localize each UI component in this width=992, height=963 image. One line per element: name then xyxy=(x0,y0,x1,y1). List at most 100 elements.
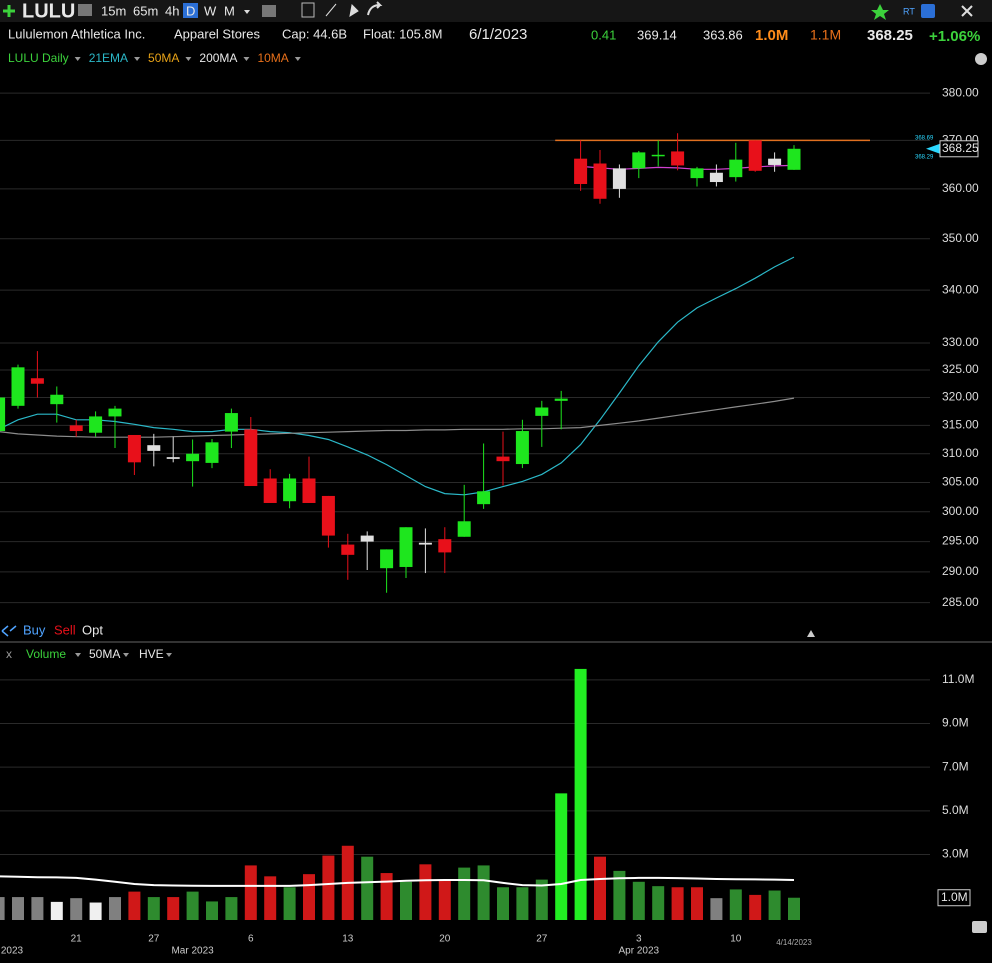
timeframe[interactable]: W xyxy=(204,3,217,18)
y-tick-label: 360.00 xyxy=(942,181,979,195)
buy-button[interactable]: Buy xyxy=(23,622,46,637)
dropdown-icon[interactable] xyxy=(185,57,192,61)
candle-body xyxy=(89,416,103,433)
icon[interactable] xyxy=(921,4,935,18)
dropdown-icon[interactable] xyxy=(294,57,301,61)
float: Float: 105.8M xyxy=(363,26,443,41)
dropdown-icon[interactable] xyxy=(75,653,81,657)
dropdown-icon[interactable] xyxy=(123,653,129,657)
dropdown-icon[interactable] xyxy=(166,653,172,657)
candle-body xyxy=(360,535,374,542)
volume-indicator[interactable]: HVE xyxy=(139,647,164,661)
candle-body xyxy=(341,544,355,555)
timeframe[interactable]: 4h xyxy=(165,3,179,18)
y-tick-label: 11.0M xyxy=(942,672,974,686)
star-icon[interactable] xyxy=(871,4,889,20)
legend-entry[interactable]: 10MA xyxy=(257,51,288,65)
volume-bar xyxy=(555,793,568,920)
collapse-icon[interactable] xyxy=(807,630,815,637)
volume-bar xyxy=(31,897,44,920)
candle-body xyxy=(768,158,782,165)
candle-body xyxy=(108,408,122,417)
rt-label[interactable]: RT xyxy=(903,6,915,16)
volume-bar xyxy=(594,856,606,920)
candle-body xyxy=(321,495,335,536)
y-tick-label: 285.00 xyxy=(942,595,979,609)
active-timeframe xyxy=(183,3,198,18)
indicator-line xyxy=(580,164,795,170)
volume-ma-line xyxy=(0,875,795,887)
volume-bar xyxy=(89,902,102,920)
volume-bar xyxy=(691,887,703,920)
icon[interactable] xyxy=(972,921,987,933)
change-pct: +1.06% xyxy=(929,28,980,45)
last-price-box xyxy=(939,140,979,158)
x-tick-label: 20 xyxy=(439,934,451,945)
icon[interactable] xyxy=(301,2,315,18)
volume-ma-name[interactable]: 50MA xyxy=(89,647,120,661)
timeframe[interactable]: D xyxy=(186,3,195,18)
sell-button[interactable]: Sell xyxy=(54,622,76,637)
volume-bar xyxy=(109,897,121,920)
close-icon[interactable] xyxy=(961,5,973,17)
icon[interactable] xyxy=(262,5,276,17)
candle-body xyxy=(50,394,64,405)
volume-bar xyxy=(225,897,238,920)
candle-body xyxy=(651,154,665,157)
y-tick-label: 350.00 xyxy=(942,231,979,245)
candle-body xyxy=(302,478,316,503)
add-icon[interactable] xyxy=(3,5,15,17)
icon[interactable] xyxy=(78,4,92,16)
icon[interactable] xyxy=(367,1,383,16)
volume-bar xyxy=(788,897,800,920)
volume-bar xyxy=(147,897,160,920)
dropdown-icon[interactable] xyxy=(74,57,81,61)
icon[interactable] xyxy=(325,3,359,18)
volume-bar xyxy=(632,881,645,920)
company-name: Lululemon Athletica Inc. xyxy=(8,26,145,41)
candle-body xyxy=(690,168,704,179)
volume-bar xyxy=(380,873,393,920)
candle-body xyxy=(729,159,743,178)
y-tick-label: 300.00 xyxy=(942,504,979,518)
last-price: 368.25 xyxy=(867,27,913,44)
symbol[interactable]: LULU xyxy=(22,0,75,22)
volume-bar xyxy=(458,867,471,920)
cap: Cap: 44.6B xyxy=(282,26,347,41)
candle-body xyxy=(418,542,432,545)
legend-entry[interactable]: 50MA xyxy=(148,51,179,65)
volume-bar xyxy=(768,890,781,920)
dropdown-icon[interactable] xyxy=(244,10,250,14)
timeframe[interactable]: M xyxy=(224,3,235,18)
timeframe[interactable]: 15m xyxy=(101,3,126,18)
volume-bar xyxy=(206,901,218,920)
x-month-label: 2023 xyxy=(1,946,24,957)
dropdown-icon[interactable] xyxy=(243,57,250,61)
y-tick-label: 315.00 xyxy=(942,418,979,432)
volume-bar xyxy=(438,880,451,920)
y-tick-label: 325.00 xyxy=(942,362,979,376)
close-pane[interactable]: x xyxy=(6,647,12,661)
candle-body xyxy=(166,457,180,459)
legend-entry[interactable]: 200MA xyxy=(199,51,237,65)
volume-bar xyxy=(322,855,335,920)
last-volume-label: 1.0M xyxy=(941,890,968,904)
trade-icon[interactable] xyxy=(1,625,17,637)
volume-bar xyxy=(50,901,63,920)
legend-entry[interactable]: 21EMA xyxy=(89,51,128,65)
palette-icon[interactable] xyxy=(975,53,987,65)
volume-bar xyxy=(186,891,199,920)
dropdown-icon[interactable] xyxy=(134,57,141,61)
candle-body xyxy=(283,478,297,502)
legend-entry[interactable]: LULU Daily xyxy=(8,51,69,65)
candle-body xyxy=(127,434,141,463)
candle-body xyxy=(205,442,219,463)
timeframe[interactable]: 65m xyxy=(133,3,158,18)
high: 369.14 xyxy=(637,27,677,42)
volume-bar xyxy=(671,887,684,920)
candle-body xyxy=(496,456,510,462)
opt-button[interactable]: Opt xyxy=(82,622,103,637)
y-tick-label: 290.00 xyxy=(942,564,979,578)
volume-title[interactable]: Volume xyxy=(26,647,66,661)
